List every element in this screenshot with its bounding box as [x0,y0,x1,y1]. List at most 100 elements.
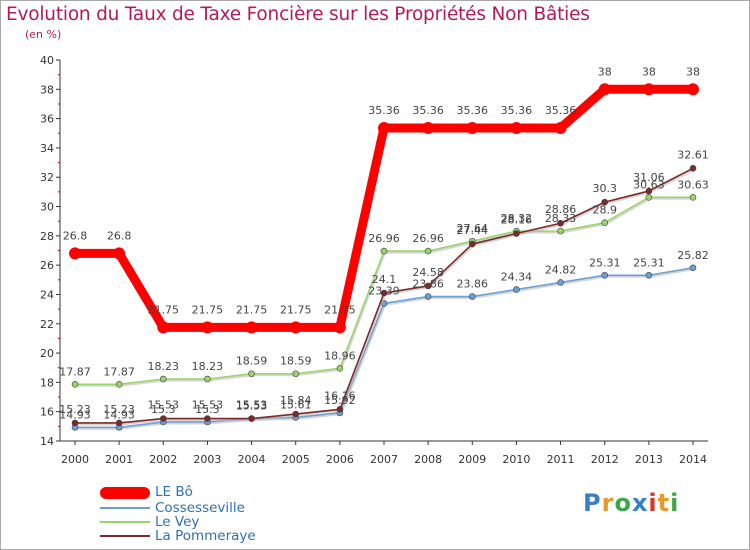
x-tick-label: 2002 [149,453,177,466]
data-point [601,271,609,279]
data-point [71,380,79,388]
legend-swatch-la-pommeraye [100,535,150,537]
data-label: 21.75 [280,303,312,316]
data-label: 17.87 [59,365,91,378]
x-tick-label: 2006 [326,453,354,466]
data-point [378,121,390,134]
data-point [554,121,567,134]
data-point [159,375,167,383]
y-unit-label: (en %) [25,28,62,41]
y-tick-label: 36 [40,113,54,126]
y-tick-label: 34 [40,142,54,155]
data-point [336,406,344,413]
data-label: 18.59 [236,355,268,368]
data-point [689,264,697,272]
data-point [557,219,564,227]
data-label: 15.53 [236,399,268,412]
data-label: 26.96 [368,232,400,245]
data-label: 18.23 [148,360,180,373]
data-label: 25.82 [677,249,709,262]
data-point [380,247,388,255]
data-point [333,321,346,334]
logo-letter: i [648,489,658,517]
data-point [557,279,564,286]
x-tick-label: 2000 [61,453,89,466]
logo-letter: t [657,489,671,517]
data-label: 31.06 [633,171,665,184]
data-point [466,121,479,134]
data-label: 24.58 [412,266,444,279]
data-point [598,83,611,96]
data-point [645,194,653,201]
y-tick-label: 26 [40,259,54,272]
logo-letter: x [631,489,649,517]
data-label: 18.96 [324,349,356,362]
data-label: 15.23 [59,403,91,416]
logo-letter: P [583,489,602,517]
data-label: 15.53 [236,400,268,413]
y-tick-label: 22 [40,318,54,331]
logo-letter: r [601,489,615,517]
logo-letter: o [614,489,632,517]
y-tick-label: 30 [40,201,54,214]
data-label: 14.93 [59,408,91,421]
data-label: 24.34 [501,270,533,283]
data-label: 35.36 [457,104,489,117]
y-tick-label: 40 [40,54,54,67]
x-tick-label: 2005 [282,453,310,466]
data-label: 18.23 [192,360,224,373]
y-tick-label: 32 [40,171,54,184]
data-label: 14.93 [103,408,135,421]
data-point [248,370,255,378]
data-label: 35.36 [501,104,533,117]
data-point [510,121,523,134]
data-point [424,282,432,290]
data-point [645,271,653,279]
legend-label-la-pommeraye: La Pommeraye [155,528,256,544]
y-tick-label: 16 [40,406,54,419]
data-point [289,321,302,334]
data-label: 15.61 [280,398,312,411]
data-point [157,321,170,334]
data-label: 25.31 [589,256,621,269]
y-tick-label: 20 [40,347,54,360]
legend-swatch-le-bo [100,487,150,499]
data-label: 28.16 [501,214,533,227]
data-point [645,187,653,195]
data-label: 16.16 [324,389,356,402]
legend-swatch-cossesseville [100,507,150,509]
data-label: 15.53 [148,399,180,412]
data-point [422,121,435,134]
data-point [292,370,300,378]
data-point [115,380,123,388]
data-label: 38 [686,65,700,78]
data-point [513,230,520,237]
y-tick-label: 18 [40,376,54,389]
data-point [424,293,432,300]
data-label: 26.8 [63,229,88,242]
data-label: 15.92 [324,394,356,407]
data-point [69,247,81,260]
data-point [159,415,167,422]
x-tick-label: 2003 [193,453,221,466]
data-point [245,321,258,334]
data-label: 23.86 [457,278,489,291]
x-tick-label: 2007 [370,453,398,466]
data-point [642,83,655,96]
data-point [557,227,564,235]
data-point [204,415,211,422]
data-label: 35.36 [412,104,444,117]
logo-letter: i [670,489,680,517]
y-tick-label: 38 [40,83,54,96]
data-label: 25.31 [633,256,665,269]
x-tick-label: 2014 [679,453,707,466]
data-point [601,198,609,206]
data-point [689,194,697,201]
data-label: 28.9 [592,204,617,217]
legend-label-le-bo: LE Bô [155,484,193,500]
data-label: 17.87 [103,365,135,378]
legend-label-le-vey: Le Vey [155,514,200,530]
data-label: 24.82 [545,263,577,276]
x-tick-label: 2008 [414,453,442,466]
